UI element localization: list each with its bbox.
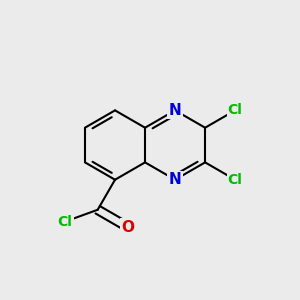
Text: N: N <box>169 103 182 118</box>
Text: Cl: Cl <box>228 173 243 187</box>
Text: Cl: Cl <box>58 214 73 229</box>
Text: Cl: Cl <box>228 103 243 117</box>
Text: N: N <box>169 172 182 187</box>
Text: O: O <box>121 220 134 235</box>
